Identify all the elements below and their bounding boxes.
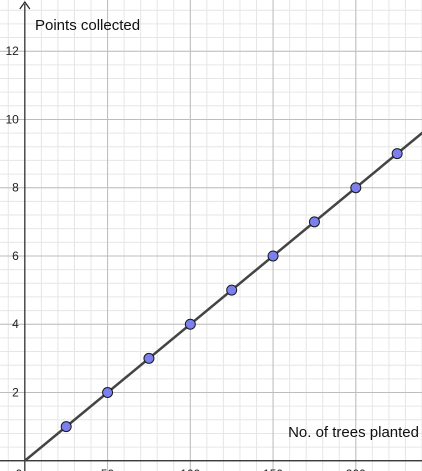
data-point [60,421,72,433]
y-axis-title: Points collected [35,17,140,34]
x-tick-label: 50 [101,467,115,471]
data-point [391,148,403,160]
points-group [60,148,403,433]
data-point [184,318,196,330]
y-axis-arrow [19,0,31,10]
y-tick-label: 6 [12,249,19,263]
data-point [308,216,320,228]
data-point [350,182,362,194]
x-tick-label: 150 [263,467,283,471]
data-point [143,352,155,364]
data-point [267,250,279,262]
y-tick-label: 4 [12,317,19,331]
tick-labels: 0 50 100 150 200 2 4 6 8 10 12 [5,44,366,471]
x-tick-label: 0 [15,467,22,471]
data-point [226,284,238,296]
y-tick-label: 10 [5,112,19,126]
x-axis-title: No. of trees planted [288,424,419,441]
data-point [102,387,114,398]
x-tick-label: 200 [346,467,366,471]
x-tick-label: 100 [180,467,200,471]
y-tick-label: 12 [5,44,19,58]
y-tick-label: 8 [12,181,19,195]
y-tick-label: 2 [12,386,19,400]
